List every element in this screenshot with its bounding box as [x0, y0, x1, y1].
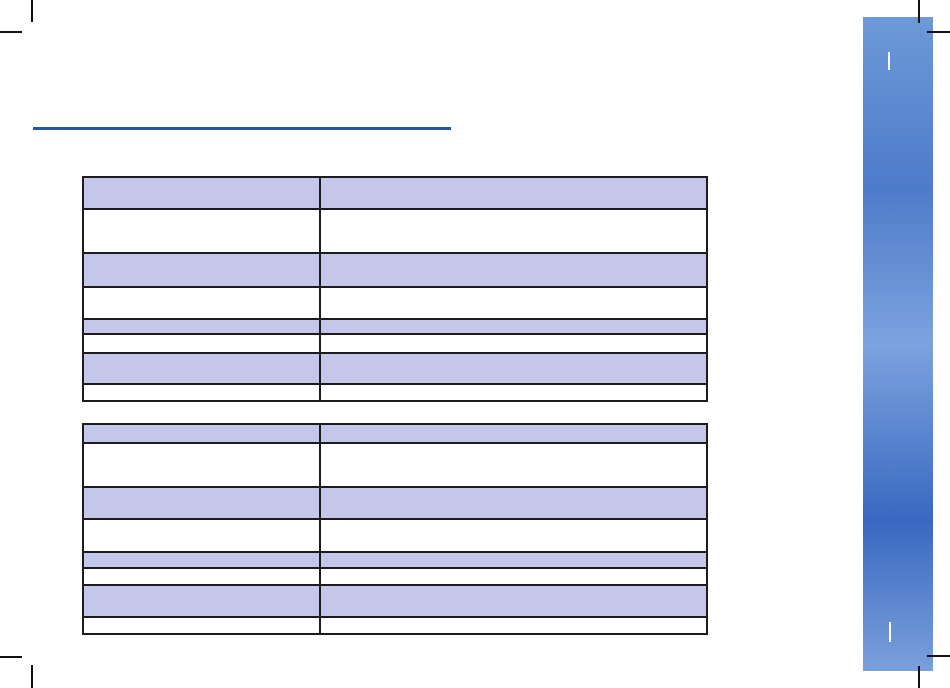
crop-mark-top-right-horizontal [927, 31, 950, 33]
table-cell [319, 383, 708, 402]
accent-bar-tick-top [888, 52, 890, 70]
table-cell [319, 518, 708, 553]
crop-mark-bottom-left-horizontal [0, 656, 22, 658]
table-cell [319, 252, 708, 288]
table-cell [319, 318, 708, 335]
table-2-body [82, 423, 708, 635]
table-cell [319, 567, 708, 586]
table-cell [319, 442, 708, 488]
table-cell [82, 383, 321, 402]
crop-mark-top-left-horizontal [0, 31, 22, 33]
side-accent-bar [863, 17, 933, 671]
table-2 [82, 423, 708, 635]
table-cell [82, 584, 321, 618]
table-row [82, 584, 708, 618]
table-cell [319, 584, 708, 618]
table-1-body [82, 176, 708, 402]
table-row [82, 176, 708, 210]
table-cell [82, 208, 321, 254]
table-row [82, 567, 708, 586]
table-cell [319, 423, 708, 444]
crop-mark-bottom-left-vertical [31, 665, 33, 688]
crop-mark-top-right-vertical [918, 0, 920, 23]
table-row [82, 551, 708, 569]
accent-bar-tick-bottom [889, 622, 891, 642]
table-cell [319, 352, 708, 385]
table-row [82, 383, 708, 402]
table-cell [82, 352, 321, 385]
table-row [82, 442, 708, 488]
table-cell [82, 616, 321, 635]
crop-mark-bottom-right-horizontal [927, 655, 950, 657]
table-row [82, 352, 708, 385]
table-row [82, 318, 708, 335]
table-cell [82, 567, 321, 586]
table-row [82, 208, 708, 254]
table-cell [319, 616, 708, 635]
table-cell [319, 486, 708, 520]
crop-mark-top-left-vertical [31, 0, 33, 22]
table-cell [82, 176, 321, 210]
table-cell [82, 551, 321, 569]
table-1 [82, 176, 708, 402]
table-row [82, 286, 708, 320]
table-row [82, 333, 708, 354]
table-cell [319, 333, 708, 354]
crop-mark-bottom-right-vertical [918, 666, 920, 688]
table-cell [82, 333, 321, 354]
table-row [82, 423, 708, 444]
table-row [82, 252, 708, 288]
heading-underline-rule [33, 127, 451, 130]
table-cell [82, 318, 321, 335]
table-row [82, 616, 708, 635]
table-cell [319, 176, 708, 210]
table-cell [82, 518, 321, 553]
table-cell [82, 286, 321, 320]
table-cell [82, 442, 321, 488]
table-row [82, 518, 708, 553]
table-cell [82, 252, 321, 288]
table-cell [319, 551, 708, 569]
table-cell [82, 423, 321, 444]
table-row [82, 486, 708, 520]
table-cell [319, 286, 708, 320]
table-cell [319, 208, 708, 254]
table-cell [82, 486, 321, 520]
